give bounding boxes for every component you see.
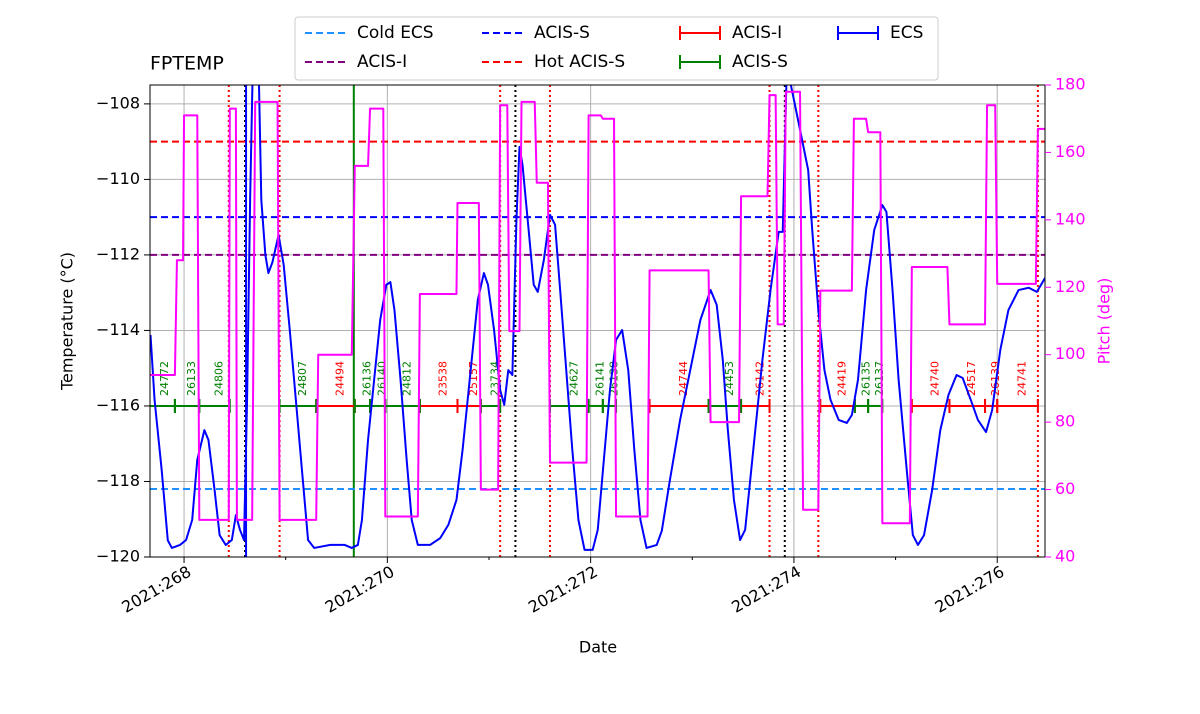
obsid-label: 24812 — [401, 361, 414, 396]
obsid-label: 24806 — [213, 361, 226, 396]
y2-tick-label: 120 — [1055, 277, 1086, 296]
obsid-label: 24627 — [567, 361, 580, 396]
y-axis-label: Temperature (°C) — [58, 252, 77, 391]
y2-tick-label: 100 — [1055, 344, 1086, 363]
y-tick-label: −108 — [96, 93, 140, 112]
y-tick-label: −114 — [96, 320, 140, 339]
obsid-label: 24772 — [158, 361, 171, 396]
obsid-label: 24807 — [296, 361, 309, 396]
plot-area: 24494 23538 25157 24744 26142 24419 24740 24517… — [150, 85, 1045, 557]
plot-frame — [149, 84, 1046, 558]
y-tick-label: −120 — [96, 547, 140, 566]
obsid-label: 24494 — [334, 361, 347, 396]
legend-box — [294, 16, 939, 81]
legend-label: ACIS-I — [357, 52, 407, 72]
chart-title: FPTEMP — [150, 53, 224, 75]
legend-label: Cold ECS — [357, 23, 434, 43]
y-tick-label: −116 — [96, 395, 140, 414]
obsid-label: 24517 — [965, 361, 978, 396]
obsid-label: 26135 — [860, 361, 873, 396]
y-tick-label: −118 — [96, 471, 140, 490]
obsid-label: 26141 — [594, 361, 607, 396]
obsid-label: 23538 — [437, 361, 450, 396]
y2-axis-label: Pitch (deg) — [1095, 278, 1114, 365]
y2-tick-label: 60 — [1055, 479, 1075, 498]
obsid-label: 24741 — [1016, 361, 1029, 396]
y2-tick-label: 140 — [1055, 209, 1086, 228]
obsid-label: 24453 — [723, 361, 736, 396]
x-axis-label: Date — [579, 638, 617, 657]
legend-label: ACIS-I — [732, 23, 782, 43]
y2-tick-label: 180 — [1055, 75, 1086, 94]
legend-label: ACIS-S — [534, 23, 590, 43]
legend-label: ACIS-S — [732, 52, 788, 72]
obsid-label: 24740 — [929, 361, 942, 396]
legend-label: ECS — [890, 23, 923, 43]
obsid-label: 24419 — [836, 361, 849, 396]
y2-tick-label: 160 — [1055, 142, 1086, 161]
obsid-label: 26133 — [185, 361, 198, 396]
obsid-label: 26137 — [873, 361, 886, 396]
y-tick-label: −110 — [96, 169, 140, 188]
y-tick-label: −112 — [96, 244, 140, 263]
legend: Cold ECS ACIS-I ACIS-S Hot ACIS-S ACIS-I ACIS… — [305, 23, 923, 72]
y2-tick-label: 80 — [1055, 412, 1075, 431]
legend-label: Hot ACIS-S — [534, 52, 625, 72]
obsid-label: 26140 — [376, 361, 389, 396]
pitch-line — [150, 90, 1045, 525]
obsid-label: 26136 — [360, 361, 373, 396]
temperature-line — [150, 85, 1045, 551]
y2-tick-label: 40 — [1055, 547, 1075, 566]
